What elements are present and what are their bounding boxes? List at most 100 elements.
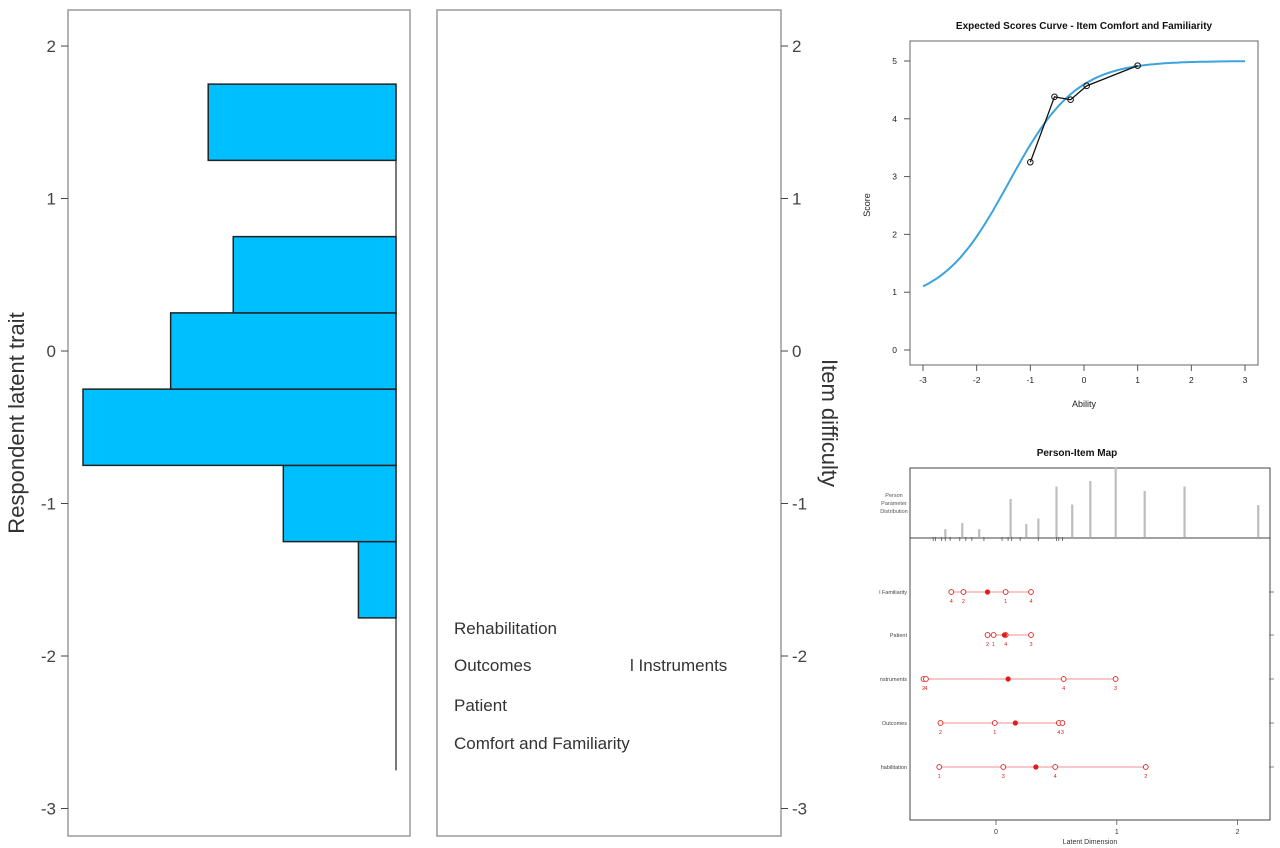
expected-scores-observed-point bbox=[1027, 158, 1034, 166]
item-map-row-label: nstruments bbox=[880, 677, 907, 683]
item-location-point bbox=[1012, 720, 1018, 726]
item-location-point bbox=[1001, 632, 1008, 638]
item-map-row: l Familiarity 4 2 1 4 bbox=[879, 589, 1274, 605]
item-threshold-label: 4 bbox=[924, 686, 927, 692]
expected-scores-x-tick-label: 3 bbox=[1243, 375, 1248, 385]
item-threshold-point bbox=[1060, 676, 1067, 682]
item-threshold-point bbox=[1059, 720, 1066, 726]
item-map-row-label: Patient bbox=[890, 633, 908, 639]
item-difficulty-axis-tick-label: 2 bbox=[792, 37, 801, 56]
histogram-bar bbox=[232, 235, 397, 314]
item-label-comfort: Comfort and Familiarity bbox=[454, 734, 630, 753]
distribution-bar bbox=[1183, 486, 1186, 537]
item-difficulty-axis-tick-label: -1 bbox=[792, 495, 807, 514]
distribution-bar bbox=[1114, 467, 1117, 537]
item-location-point bbox=[1005, 676, 1011, 682]
respondent-histogram-panel: -3 -2 -1 0 1 2 Respondent latent trait bbox=[4, 9, 411, 837]
item-threshold-label: 2 bbox=[939, 730, 942, 736]
expected-scores-model-curve bbox=[922, 60, 1245, 288]
expected-scores-title: Expected Scores Curve - Item Comfort and… bbox=[956, 21, 1213, 32]
expected-scores-observed-line bbox=[1029, 65, 1138, 163]
histogram-bar bbox=[282, 464, 397, 543]
item-label-rehabilitation: Rehabilitation bbox=[454, 619, 557, 638]
item-threshold-label: 4 bbox=[1062, 686, 1065, 692]
item-threshold-point bbox=[937, 720, 944, 726]
expected-scores-x-tick-label: -2 bbox=[973, 375, 981, 385]
item-label-instruments: l Instruments bbox=[630, 656, 727, 675]
item-map-row: habilitation 1 3 4 2 bbox=[881, 764, 1274, 780]
distribution-bar bbox=[961, 523, 964, 537]
histogram-bar bbox=[357, 540, 397, 619]
distribution-bar bbox=[1025, 524, 1028, 537]
item-difficulty-axis-tick-label: -2 bbox=[792, 647, 807, 666]
item-labels: Rehabilitation Outcomes l Instruments Pa… bbox=[454, 619, 727, 753]
person-item-map-panel: Person-Item Map Person Parameter Distrib… bbox=[879, 448, 1274, 846]
expected-scores-frame bbox=[909, 40, 1259, 366]
item-difficulty-axis-tick-label: 1 bbox=[792, 190, 801, 209]
item-threshold-point bbox=[948, 589, 955, 595]
respondent-axis-tick-label: 1 bbox=[47, 190, 56, 209]
item-threshold-label: 1 bbox=[992, 642, 995, 648]
histogram-bar bbox=[207, 83, 397, 162]
item-difficulty-axis-title: Item difficulty bbox=[817, 359, 842, 487]
item-threshold-label: 2 bbox=[962, 599, 965, 605]
expected-scores-y-tick-label: 5 bbox=[892, 56, 897, 66]
expected-scores-x-tick-label: 2 bbox=[1189, 375, 1194, 385]
item-threshold-label: 4 bbox=[950, 599, 953, 605]
respondent-axis-tick-label: -1 bbox=[41, 495, 56, 514]
item-threshold-point bbox=[1028, 589, 1034, 595]
respondent-axis-title: Respondent latent trait bbox=[4, 312, 29, 533]
distribution-label: Person Parameter Distribution bbox=[880, 493, 908, 515]
expected-scores-y-tick-label: 1 bbox=[892, 287, 897, 297]
item-threshold-label: 3 bbox=[1114, 686, 1117, 692]
respondent-axis-tick-label: -3 bbox=[41, 800, 56, 819]
item-threshold-label: 4 bbox=[1030, 599, 1033, 605]
item-map-row-label: Outcomes bbox=[882, 721, 907, 727]
distribution-bar bbox=[1089, 481, 1092, 537]
item-difficulty-axis-tick-label: 0 bbox=[792, 342, 801, 361]
distribution-bar bbox=[1143, 491, 1146, 537]
person-item-map-title: Person-Item Map bbox=[1037, 448, 1118, 459]
item-threshold-label: 3 bbox=[1002, 774, 1005, 780]
distribution-label-line-3: Distribution bbox=[880, 509, 908, 515]
expected-scores-observed-point bbox=[1083, 82, 1090, 90]
distribution-bar bbox=[1037, 518, 1040, 537]
expected-scores-y-tick-label: 2 bbox=[892, 229, 897, 239]
expected-scores-x-tick-label: 1 bbox=[1135, 375, 1140, 385]
item-difficulty-frame bbox=[436, 9, 782, 837]
expected-scores-y-title: Score bbox=[862, 193, 872, 217]
item-label-patient: Patient bbox=[454, 696, 507, 715]
person-item-map-x-tick-label: 2 bbox=[1236, 829, 1240, 836]
respondent-axis-tick-label: -2 bbox=[41, 647, 56, 666]
distribution-bar bbox=[978, 529, 981, 537]
respondent-axis-tick-label: 0 bbox=[47, 342, 56, 361]
item-threshold-point bbox=[923, 676, 929, 682]
expected-scores-observed-point bbox=[1067, 96, 1074, 104]
item-threshold-point bbox=[990, 632, 997, 638]
expected-scores-x-tick-label: -1 bbox=[1027, 375, 1035, 385]
item-threshold-point bbox=[1028, 632, 1034, 638]
item-threshold-label: 2 bbox=[986, 642, 989, 648]
item-threshold-label: 2 bbox=[1144, 774, 1147, 780]
item-threshold-label: 2 bbox=[922, 686, 925, 692]
distribution-bar bbox=[1009, 498, 1012, 537]
expected-scores-y-tick-label: 4 bbox=[892, 114, 897, 124]
histogram-bar bbox=[82, 388, 397, 467]
distribution-label-line-1: Person bbox=[885, 493, 902, 499]
distribution-bar bbox=[944, 529, 947, 537]
item-map-row-label: l Familiarity bbox=[879, 590, 907, 596]
item-map-row: Outcomes 2 1 4 3 bbox=[882, 720, 1274, 736]
item-threshold-point bbox=[1002, 589, 1009, 595]
item-map-row: Patient 2 1 4 3 bbox=[890, 632, 1274, 648]
item-threshold-label: 3 bbox=[1030, 642, 1033, 648]
person-item-map-x-title: Latent Dimension bbox=[1063, 839, 1118, 846]
expected-scores-y-tick-label: 3 bbox=[892, 172, 897, 182]
item-threshold-point bbox=[1142, 764, 1149, 770]
item-location-point bbox=[1033, 764, 1039, 770]
item-threshold-label: 3 bbox=[1061, 730, 1064, 736]
item-threshold-label: 4 bbox=[1057, 730, 1060, 736]
histogram-bar bbox=[169, 312, 397, 390]
item-threshold-label: 4 bbox=[1004, 642, 1007, 648]
